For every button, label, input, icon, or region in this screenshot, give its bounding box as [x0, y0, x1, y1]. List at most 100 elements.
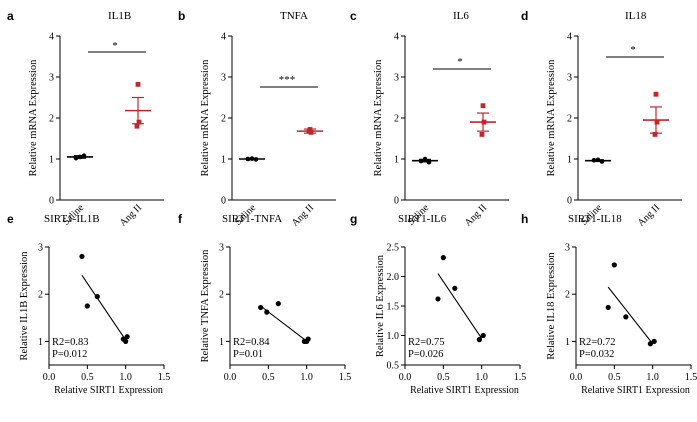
data-point: [306, 128, 312, 134]
x-tick-label: 0.0: [570, 372, 583, 383]
y-axis-label: Relative mRNA Expression: [546, 59, 557, 176]
y-tick-label: 1: [38, 337, 43, 348]
x-axis-label: Relative SIRT1 Expression: [581, 385, 690, 396]
significance-label: *: [457, 56, 463, 68]
x-tick-label: 1.5: [158, 372, 171, 383]
x-tick-label: 1.5: [339, 372, 352, 383]
data-point: [605, 304, 611, 311]
data-point: [79, 253, 85, 260]
significance-label: *: [630, 44, 636, 56]
stat-annotation: P=0.032: [579, 349, 614, 360]
x-category-label: Ang II: [636, 202, 662, 228]
panel-letter: b: [178, 9, 185, 23]
data-point: [249, 156, 255, 161]
data-point: [418, 158, 424, 164]
data-point: [476, 337, 482, 343]
y-tick-label: 2: [221, 114, 226, 125]
panel-letter: f: [178, 212, 183, 226]
stat-annotation: R2=0.83: [52, 337, 89, 348]
data-point: [652, 132, 658, 137]
x-tick-label: 0.5: [608, 372, 621, 383]
data-point: [73, 155, 79, 161]
x-axis-label: Relative SIRT1 Expression: [410, 385, 519, 396]
x-category-label: Ang II: [118, 202, 144, 228]
y-tick-label: 3: [565, 243, 570, 254]
data-point: [599, 159, 605, 164]
y-tick-label: 0: [49, 196, 54, 207]
y-axis-label: Relative mRNA Expression: [28, 59, 39, 176]
y-tick-label: 3: [49, 73, 54, 84]
data-point: [275, 301, 281, 307]
y-tick-label: 2: [38, 290, 43, 301]
data-point: [651, 338, 657, 344]
data-point: [84, 303, 90, 309]
data-point: [481, 119, 487, 125]
y-tick-label: 2: [219, 290, 224, 301]
y-tick-label: 1: [567, 155, 572, 166]
chart-title: SIRT1-TNFA: [222, 213, 282, 225]
x-tick-label: 1.5: [514, 372, 527, 383]
y-tick-label: 2: [565, 290, 570, 301]
y-tick-label: 4: [394, 32, 399, 43]
x-tick-label: 1.0: [300, 372, 313, 383]
chart-title: SIRT1-IL6: [398, 213, 447, 225]
data-point: [123, 338, 129, 344]
fit-line: [81, 275, 128, 343]
panel-letter: c: [350, 9, 357, 23]
panel-f: f SIRT1-TNFA 1 2 3 Relative TNFA Expression 0.…: [178, 212, 351, 383]
data-point: [647, 341, 653, 347]
data-point: [440, 255, 446, 261]
y-tick-label: 0: [567, 196, 572, 207]
panel-letter: e: [7, 212, 14, 226]
y-tick-label: 0: [221, 196, 226, 207]
fit-line: [437, 273, 483, 339]
x-tick-label: 0.0: [224, 372, 237, 383]
y-tick-label: 0.5: [387, 361, 400, 372]
x-axis-label: Relative SIRT1 Expression: [54, 385, 163, 396]
x-tick-label: 0.5: [437, 372, 450, 383]
y-tick-label: 1: [49, 155, 54, 166]
y-tick-label: 4: [567, 32, 572, 43]
x-tick-label: 1.0: [475, 372, 488, 383]
data-point: [426, 159, 432, 165]
data-point: [264, 309, 270, 315]
y-tick-label: 2: [394, 114, 399, 125]
data-point: [258, 304, 264, 311]
y-axis-label: Relative mRNA Expression: [373, 59, 384, 176]
data-point: [77, 154, 83, 160]
data-point: [611, 262, 617, 268]
chart-title: IL18: [625, 10, 647, 22]
data-point: [653, 91, 659, 97]
x-tick-label: 1.0: [646, 372, 659, 383]
stat-annotation: R2=0.75: [408, 337, 445, 348]
stat-annotation: P=0.01: [233, 349, 263, 360]
data-point: [623, 314, 629, 320]
x-tick-label: 1.0: [119, 372, 132, 383]
data-point: [422, 156, 428, 162]
y-tick-label: 3: [38, 243, 43, 254]
y-tick-label: 4: [49, 32, 54, 43]
x-category-label: Ang II: [463, 202, 489, 228]
stat-annotation: R2=0.72: [579, 337, 616, 348]
panel-letter: d: [521, 9, 528, 23]
x-tick-label: 1.5: [685, 372, 697, 383]
y-tick-label: 0: [394, 196, 399, 207]
y-tick-label: 1: [219, 337, 224, 348]
y-tick-label: 3: [567, 73, 572, 84]
data-point: [253, 157, 259, 162]
chart-title: SIRT1-IL1B: [44, 213, 100, 225]
y-tick-label: 3: [219, 243, 224, 254]
y-tick-label: 1: [394, 155, 399, 166]
y-tick-label: 1.0: [387, 331, 400, 342]
significance-label: *: [112, 40, 118, 52]
data-point: [136, 119, 142, 125]
y-tick-label: 1: [221, 155, 226, 166]
x-tick-label: 0.0: [43, 372, 56, 383]
fit-line: [607, 286, 654, 345]
panel-letter: h: [521, 212, 528, 226]
